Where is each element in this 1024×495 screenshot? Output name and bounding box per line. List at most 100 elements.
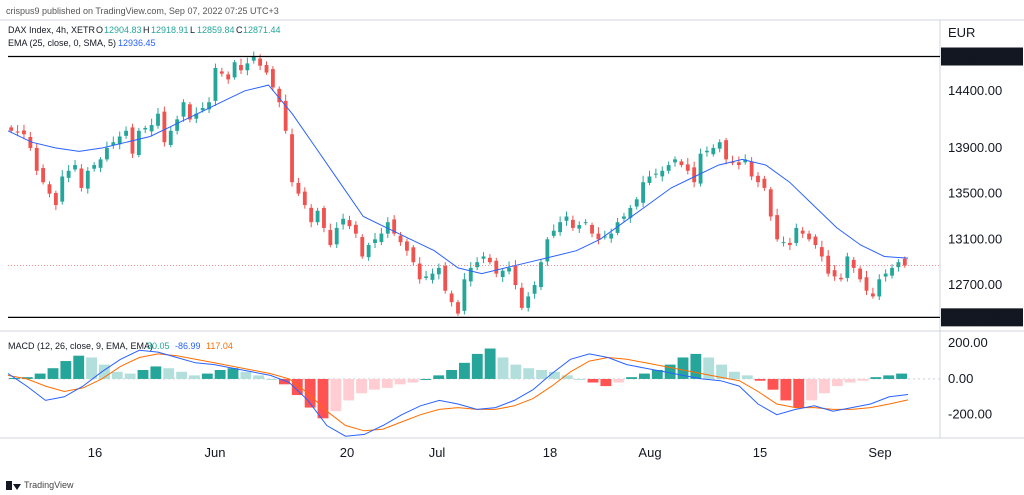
candle-body xyxy=(92,165,97,169)
macd-hist-bar xyxy=(266,378,277,380)
candle-body xyxy=(258,58,263,66)
candle-body xyxy=(628,207,633,218)
time-tick-label: Jul xyxy=(429,445,446,460)
candle-body xyxy=(47,184,52,194)
candle-body xyxy=(79,168,84,188)
symbol-label: DAX Index, 4h, XETR xyxy=(8,25,96,35)
macd-line xyxy=(7,349,909,437)
candle-body xyxy=(883,273,888,277)
high-value: 12918.91 xyxy=(151,25,189,35)
macd-tick-label: 200.00 xyxy=(948,335,988,350)
candle-body xyxy=(870,293,875,297)
macd-hist-bar xyxy=(34,373,46,379)
low-value: 12859.84 xyxy=(197,25,235,35)
macd-label: MACD (12, 26, close, 9, EMA, EMA) xyxy=(8,341,153,351)
macd-hist-bar xyxy=(767,378,779,390)
candle-body xyxy=(353,224,358,234)
candle-body xyxy=(730,162,735,164)
candle-body xyxy=(481,256,486,259)
candle-body xyxy=(347,220,352,227)
price-tick-label: 12700.00 xyxy=(948,277,1002,292)
open-label: O xyxy=(96,25,103,35)
time-tick-label: 20 xyxy=(340,445,354,460)
candle-body xyxy=(768,189,773,217)
candle-body xyxy=(411,247,416,263)
candle-body xyxy=(685,164,690,171)
level-label-upper: 14700.42 xyxy=(946,50,1000,65)
candle-body xyxy=(232,62,237,78)
candle-body xyxy=(711,147,716,155)
candle-body xyxy=(551,230,556,236)
candle-body xyxy=(660,170,665,177)
macd-hist-bar xyxy=(279,378,290,385)
macd-hist-bar xyxy=(484,348,496,379)
candle-body xyxy=(570,219,575,228)
candle-body xyxy=(309,207,314,223)
time-tick-label: Aug xyxy=(638,445,661,460)
macd-hist-bar xyxy=(844,378,856,383)
candle-body xyxy=(226,74,231,80)
candle-body xyxy=(449,293,454,303)
candle-body xyxy=(264,65,269,73)
candle-body xyxy=(736,162,741,166)
time-tick-label: 15 xyxy=(753,445,767,460)
macd-hist-bar xyxy=(536,370,547,379)
candle-body xyxy=(851,259,856,268)
candle-body xyxy=(877,279,882,297)
macd-hist-bar xyxy=(240,371,252,379)
macd-hist-bar xyxy=(549,371,560,379)
macd-value-3: 117.04 xyxy=(206,341,233,351)
candle-body xyxy=(749,161,754,177)
macd-hist-bar xyxy=(304,378,316,408)
candle-body xyxy=(85,170,90,189)
candle-body xyxy=(813,236,818,246)
macd-hist-bar xyxy=(651,370,663,379)
macd-hist-bar xyxy=(111,371,123,379)
macd-hist-bar xyxy=(754,378,766,381)
macd-hist-bar xyxy=(883,375,895,379)
close-label: C xyxy=(236,25,243,35)
macd-hist-bar xyxy=(574,378,586,380)
candle-body xyxy=(845,256,850,278)
candle-body xyxy=(673,159,677,163)
price-tick-label: 13500.00 xyxy=(948,186,1002,201)
candle-body xyxy=(379,233,384,243)
candle-body xyxy=(692,167,697,183)
candle-body xyxy=(615,222,620,233)
candle-body xyxy=(366,245,371,258)
candle-body xyxy=(277,88,282,103)
macd-hist-bar xyxy=(201,373,213,379)
candle-body xyxy=(105,147,109,160)
candle-body xyxy=(136,130,141,156)
price-tick-label: 14400.00 xyxy=(948,83,1002,98)
time-tick-label: 18 xyxy=(543,445,557,460)
macd-hist-bar xyxy=(523,368,535,379)
macd-hist-bar xyxy=(819,378,830,394)
candle-body xyxy=(519,287,524,308)
macd-hist-bar xyxy=(677,357,689,379)
macd-hist-bar xyxy=(831,378,843,387)
candle-body xyxy=(602,236,607,238)
candle-body xyxy=(360,237,365,257)
macd-hist-bar xyxy=(124,373,136,379)
macd-hist-bar xyxy=(420,378,432,380)
candle-body xyxy=(315,210,320,223)
macd-hist-bar xyxy=(369,378,380,390)
macd-hist-bar xyxy=(189,375,200,379)
candle-body xyxy=(488,257,492,263)
low-label: L xyxy=(190,25,195,35)
footer-brand: TradingView xyxy=(6,480,74,490)
candle-body xyxy=(322,208,326,228)
candle-body xyxy=(653,173,658,175)
macd-hist-bar xyxy=(47,368,59,379)
macd-hist-bar xyxy=(510,364,522,379)
candle-body xyxy=(462,279,467,311)
candle-body xyxy=(181,102,186,117)
candle-body xyxy=(839,277,843,280)
candle-body xyxy=(175,119,180,131)
candle-body xyxy=(296,182,301,194)
candle-body xyxy=(545,239,550,262)
macd-hist-bar xyxy=(497,357,509,379)
open-value: 12904.83 xyxy=(104,25,142,35)
